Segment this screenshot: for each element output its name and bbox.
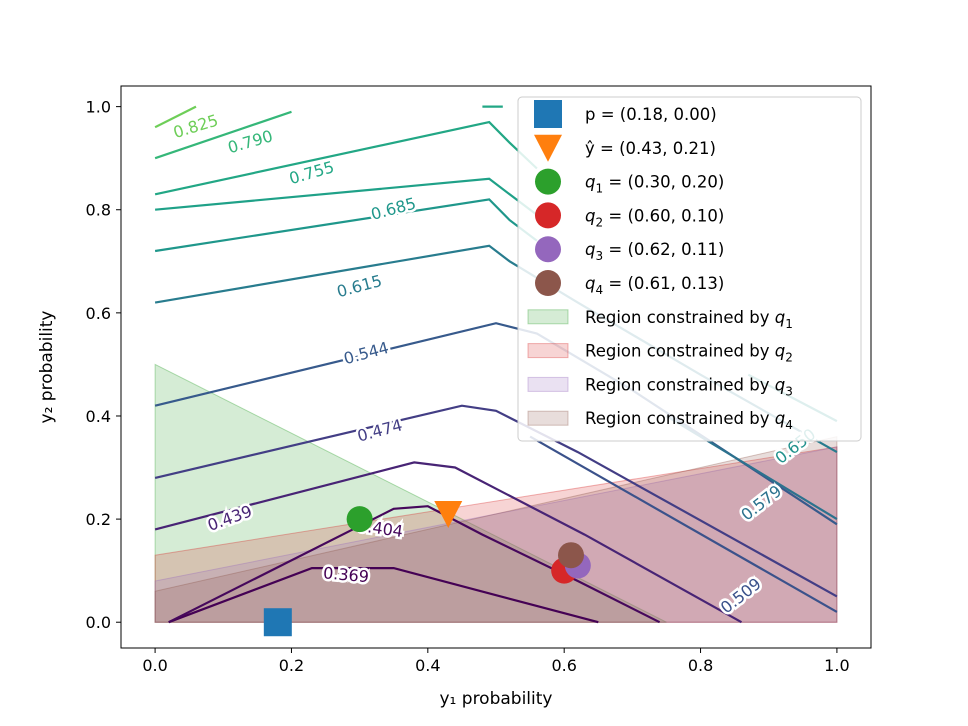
legend-marker <box>535 202 561 229</box>
legend-marker <box>527 410 569 426</box>
x-axis-label: y₁ probability <box>440 689 553 709</box>
contour-label-0.685: 0.685 <box>369 194 418 224</box>
x-tick-label: 0.6 <box>551 656 576 675</box>
plot-frame <box>120 85 872 649</box>
y-axis-label: y₂ probability <box>37 311 57 424</box>
contour-line-0.685 <box>154 198 538 253</box>
axis-ticks: 0.0 0.2 0.4 0.6 0.8 1.0 0.0 0.2 0.4 0.6 0.8 1.0 <box>86 98 850 675</box>
legend-label: Region constrained by q3 <box>585 375 793 398</box>
region-q1 <box>154 363 667 623</box>
contour-line-0.369 <box>168 567 599 624</box>
constraint-regions <box>154 363 838 623</box>
data-points <box>263 500 591 637</box>
y-tick-label: 0.6 <box>86 304 111 323</box>
legend-label: ŷ = (0.43, 0.21) <box>585 139 716 158</box>
contour-line-0.720 <box>154 177 538 216</box>
legend-label: q2 = (0.60, 0.10) <box>585 206 724 229</box>
contour-label-0.474: 0.474 <box>355 415 404 445</box>
point-q4 <box>558 542 584 569</box>
legend-marker <box>527 309 569 325</box>
contour-label-0.615: 0.615 <box>335 271 384 301</box>
legend-marker <box>535 236 561 263</box>
legend-marker <box>535 270 561 296</box>
legend: p = (0.18, 0.00) ŷ = (0.43, 0.21) q1 = (0.… <box>517 96 862 442</box>
legend-marker <box>534 134 562 162</box>
region-q2 <box>154 446 838 623</box>
legend-marker <box>527 343 569 359</box>
legend-label: Region constrained by q4 <box>585 409 793 432</box>
y-tick-label: 0.0 <box>86 613 111 632</box>
x-tick-label: 1.0 <box>824 656 849 675</box>
contour-line-0.825 <box>154 105 197 129</box>
legend-marker <box>534 100 562 128</box>
contour-line-0.509 <box>529 435 838 613</box>
point-p <box>263 608 292 637</box>
contour-line-0.790 <box>154 110 292 160</box>
legend-label: q4 = (0.61, 0.13) <box>585 274 724 297</box>
y-tick-label: 0.2 <box>86 510 111 529</box>
contour-label-0.369: 0.369 <box>322 563 369 586</box>
legend-marker <box>535 168 561 195</box>
legend-label: Region constrained by q1 <box>585 308 793 331</box>
x-tick-label: 0.8 <box>688 656 713 675</box>
contour-label-0.755: 0.755 <box>287 157 336 188</box>
y-tick-label: 0.8 <box>86 201 111 220</box>
region-q3 <box>154 446 838 623</box>
contour-line-0.755 <box>154 120 538 196</box>
contour-line-0.439 <box>154 461 743 624</box>
y-tick-label: 0.4 <box>86 407 111 426</box>
legend-label: q3 = (0.62, 0.11) <box>585 240 724 263</box>
legend-label: Region constrained by q2 <box>585 342 793 365</box>
contour-line-0.474 <box>154 404 838 598</box>
contour-label-0.544: 0.544 <box>342 338 391 368</box>
legend-label: q1 = (0.30, 0.20) <box>585 173 724 196</box>
legend-box <box>517 96 862 442</box>
point-q1 <box>346 506 373 533</box>
legend-label: p = (0.18, 0.00) <box>585 105 717 124</box>
x-tick-label: 0.0 <box>142 656 167 675</box>
legend-marker <box>527 376 569 392</box>
x-tick-label: 0.4 <box>415 656 440 675</box>
point-y_hat <box>434 500 463 528</box>
y-tick-label: 1.0 <box>86 98 111 117</box>
x-tick-label: 0.2 <box>279 656 304 675</box>
